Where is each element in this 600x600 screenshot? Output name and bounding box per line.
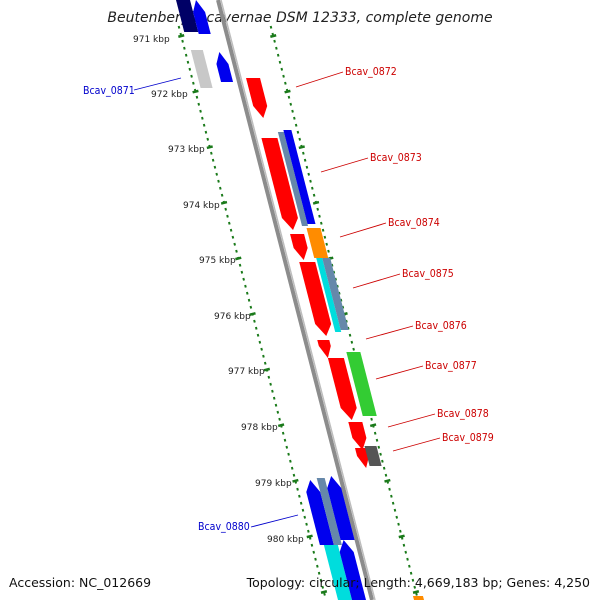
leader-bcav-0874 xyxy=(339,222,387,238)
cds-feature-3[interactable] xyxy=(216,52,234,82)
leader-bcav-0872 xyxy=(295,71,344,88)
tick-label-973: 973 kbp xyxy=(168,145,205,155)
cds-feature-18[interactable] xyxy=(364,446,382,466)
gene-label-bcav-0879[interactable]: Bcav_0879 xyxy=(442,432,494,444)
tick-track-inner xyxy=(177,25,328,596)
cds-feature-12[interactable] xyxy=(322,258,349,330)
tick-label-975: 975 kbp xyxy=(199,256,236,266)
cds-feature-4[interactable] xyxy=(246,78,268,118)
cds-feature-15[interactable] xyxy=(346,352,377,416)
features-layer xyxy=(176,0,424,600)
tick-label-974: 974 kbp xyxy=(183,201,220,211)
leader-bcav-0880 xyxy=(250,514,299,528)
gene-label-bcav-0872[interactable]: Bcav_0872 xyxy=(345,66,397,78)
cds-feature-9[interactable] xyxy=(306,228,329,258)
cds-feature-19[interactable] xyxy=(306,480,334,545)
genome-backbone xyxy=(216,0,374,600)
genome-summary-text: Topology: circular; Length: 4,669,183 bp… xyxy=(246,575,590,590)
tick-label-979: 979 kbp xyxy=(255,479,292,489)
cds-feature-22[interactable] xyxy=(323,545,352,600)
cds-feature-23[interactable] xyxy=(339,540,366,600)
gene-label-bcav-0878[interactable]: Bcav_0878 xyxy=(437,408,489,420)
cds-feature-10[interactable] xyxy=(299,262,332,336)
leader-bcav-0876 xyxy=(365,325,414,340)
gene-label-bcav-0873[interactable]: Bcav_0873 xyxy=(370,152,422,164)
cds-feature-0[interactable] xyxy=(176,0,199,32)
tick-label-972: 972 kbp xyxy=(151,90,188,100)
tick-label-976: 976 kbp xyxy=(214,312,251,322)
cds-feature-8[interactable] xyxy=(290,234,308,260)
leader-bcav-0875 xyxy=(352,273,401,289)
cds-feature-11[interactable] xyxy=(316,258,342,332)
tick-label-980: 980 kbp xyxy=(267,535,304,545)
cds-feature-14[interactable] xyxy=(327,358,357,420)
gene-labels: Bcav_0871 Bcav_0872 Bcav_0873 Bcav_0874 … xyxy=(83,66,494,533)
tick-label-971: 971 kbp xyxy=(133,35,170,45)
cds-feature-6[interactable] xyxy=(277,132,309,226)
leader-bcav-0873 xyxy=(320,157,369,173)
cds-feature-13[interactable] xyxy=(317,340,331,358)
cds-feature-5[interactable] xyxy=(261,138,298,230)
cds-feature-7[interactable] xyxy=(283,130,316,224)
leader-bcav-0871 xyxy=(133,77,182,91)
gene-label-bcav-0874[interactable]: Bcav_0874 xyxy=(388,217,440,229)
leader-bcav-0879 xyxy=(392,437,441,452)
gene-label-bcav-0877[interactable]: Bcav_0877 xyxy=(425,360,477,372)
gene-label-bcav-0875[interactable]: Bcav_0875 xyxy=(402,268,454,280)
cds-feature-2[interactable] xyxy=(190,50,213,88)
leader-bcav-0877 xyxy=(375,365,424,380)
leader-bcav-0878 xyxy=(387,413,436,428)
gene-label-bcav-0880[interactable]: Bcav_0880 xyxy=(198,521,250,533)
tick-label-977: 977 kbp xyxy=(228,367,265,377)
cds-feature-24[interactable] xyxy=(412,596,424,600)
cds-feature-21[interactable] xyxy=(327,476,355,540)
tick-label-978: 978 kbp xyxy=(241,423,278,433)
cds-feature-17[interactable] xyxy=(354,448,370,468)
genome-backbone-highlight xyxy=(220,0,376,600)
cds-feature-20[interactable] xyxy=(316,478,342,545)
gene-leaders xyxy=(133,71,441,528)
cds-feature-16[interactable] xyxy=(348,422,367,450)
accession-text: Accession: NC_012669 xyxy=(9,575,152,590)
gene-label-bcav-0876[interactable]: Bcav_0876 xyxy=(415,320,467,332)
gene-label-bcav-0871[interactable]: Bcav_0871 xyxy=(83,85,135,97)
cds-feature-1[interactable] xyxy=(193,0,211,34)
tick-labels: 971 kbp 972 kbp 973 kbp 974 kbp 975 kbp … xyxy=(133,35,304,545)
